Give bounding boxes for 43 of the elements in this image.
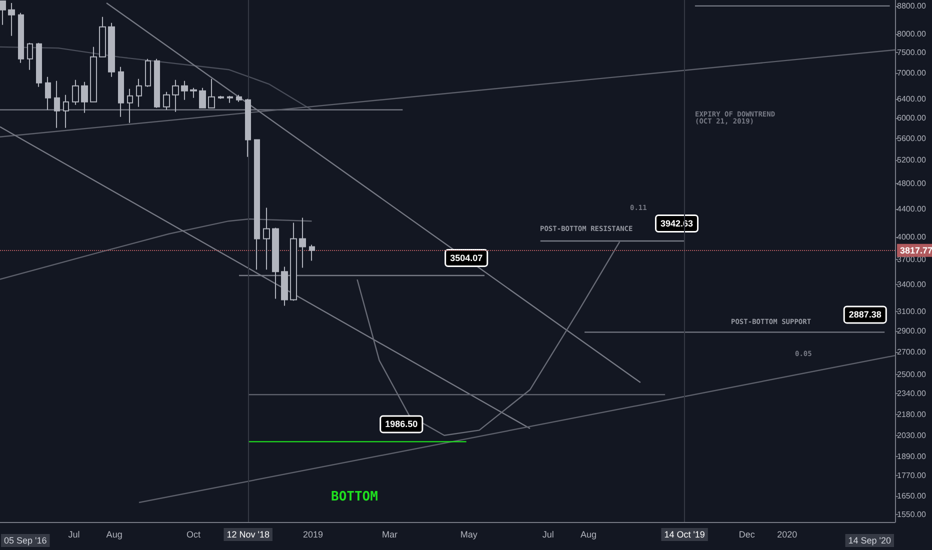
y-tick-label: 7000.00 <box>897 68 926 78</box>
annotation: BOTTOM <box>331 490 378 504</box>
y-tick-label: 5600.00 <box>897 134 926 143</box>
y-tick-label: 4400.00 <box>897 204 926 214</box>
data-label: 3504.07 <box>450 253 483 264</box>
x-tick-label: Jul <box>68 530 80 540</box>
y-tick-label: 2340.00 <box>897 389 926 398</box>
ref-line-label: 3817.77 <box>900 245 932 256</box>
x-tick-label: May <box>460 530 478 540</box>
x-tick-label: 2019 <box>303 530 324 540</box>
y-tick-label: 3400.00 <box>897 280 926 289</box>
x-tick-label: Oct <box>186 530 202 540</box>
x-tick-label: Mar <box>382 530 398 540</box>
y-tick-label: 8000.00 <box>897 29 926 38</box>
y-tick-label: 4000.00 <box>897 232 926 242</box>
y-tick-label: 2180.00 <box>897 410 926 419</box>
x-tick-label: Jul <box>542 530 554 540</box>
x-tick-label: Aug <box>580 530 596 540</box>
y-tick-label: 1890.00 <box>897 452 926 461</box>
y-tick-label: 3100.00 <box>897 306 926 316</box>
data-label: 2887.38 <box>848 310 882 320</box>
y-tick-label: 8800.00 <box>897 1 926 10</box>
y-tick-label: 1770.00 <box>897 470 926 480</box>
y-tick-label: 4800.00 <box>897 178 926 188</box>
y-tick-label: 7500.00 <box>897 48 926 58</box>
ref-line-label: 14 Oct '19 <box>664 530 705 540</box>
y-tick-label: 2500.00 <box>897 370 926 379</box>
y-tick-label: 2900.00 <box>897 326 926 336</box>
x-tick-label: Aug <box>106 530 122 540</box>
text: 14 Sep '20 <box>848 536 892 546</box>
text: 05 Sep '16 <box>4 536 47 546</box>
y-tick-label: 5200.00 <box>897 155 926 164</box>
y-tick-label: 1550.00 <box>897 510 926 519</box>
y-tick-label: 2030.00 <box>897 430 926 440</box>
data-label: 1986.50 <box>385 419 418 430</box>
ref-line-label: 12 Nov '18 <box>226 530 270 540</box>
y-tick-label: 3700.00 <box>897 255 926 264</box>
y-tick-label: 6000.00 <box>897 114 926 123</box>
y-tick-label: 6400.00 <box>897 94 926 104</box>
y-tick-label: 2700.00 <box>897 347 926 356</box>
x-tick-label: 2020 <box>777 530 798 540</box>
y-tick-label: 1650.00 <box>897 492 926 501</box>
x-tick-label: Dec <box>738 530 756 540</box>
